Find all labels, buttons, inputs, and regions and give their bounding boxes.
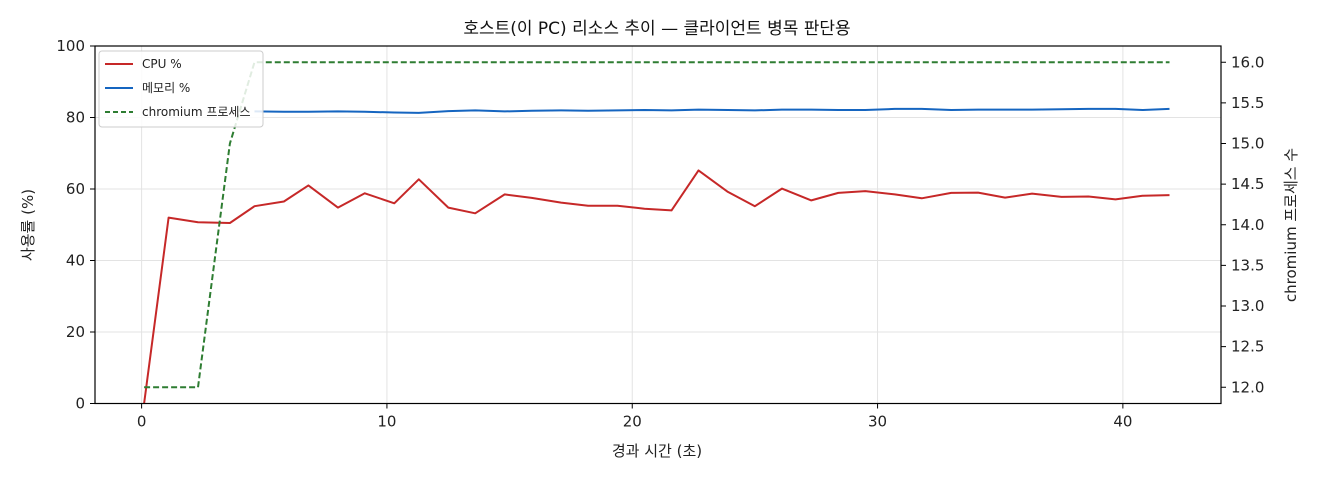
y2-axis-ticks: 12.0 12.5 13.0 13.5 14.0 14.5 15.0 15.5 16.0 [1221, 53, 1264, 396]
legend-label: CPU % [142, 57, 182, 71]
y-tick-label: 80 [66, 109, 85, 127]
y2-tick-label: 15.5 [1231, 94, 1264, 112]
chart-title: 호스트(이 PC) 리소스 추이 — 클라이언트 병목 판단용 [463, 19, 850, 39]
legend: CPU % 메모리 % chromium 프로세스 [98, 50, 264, 128]
y-tick-label: 20 [66, 323, 85, 341]
y2-axis-label: chromium 프로세스 수 [1282, 148, 1300, 302]
plot-frame [94, 45, 1222, 405]
x-axis-label: 경과 시간 (초) [612, 442, 702, 460]
y2-tick-label: 15.0 [1231, 135, 1264, 153]
x-tick-label: 30 [868, 413, 887, 431]
y-tick-label: 60 [66, 180, 85, 198]
x-tick-label: 40 [1113, 413, 1132, 431]
y2-tick-label: 14.5 [1231, 175, 1264, 193]
y2-tick-label: 13.0 [1231, 297, 1264, 315]
y2-tick-label: 12.5 [1231, 338, 1264, 356]
y2-tick-label: 12.0 [1231, 378, 1264, 396]
series-line-1 [254, 107, 1170, 114]
x-tick-label: 10 [377, 413, 396, 431]
legend-box [98, 50, 264, 128]
y-tick-label: 40 [66, 252, 85, 270]
y-tick-label: 0 [75, 395, 85, 413]
legend-label: 메모리 % [142, 81, 190, 95]
y2-tick-label: 13.5 [1231, 256, 1264, 274]
x-tick-label: 20 [623, 413, 642, 431]
y2-tick-label: 16.0 [1231, 53, 1264, 71]
series-layer [143, 61, 1170, 404]
x-axis-ticks: 0 10 20 30 40 [137, 403, 1132, 431]
y-axis-label: 사용률 (%) [19, 189, 37, 261]
y2-tick-label: 14.0 [1231, 216, 1264, 234]
series-line-2 [144, 61, 1170, 389]
y-axis-ticks: 0 20 40 60 80 100 [56, 37, 95, 413]
grid [95, 45, 1221, 404]
series-line-0 [143, 169, 1170, 404]
y-tick-label: 100 [56, 37, 85, 55]
x-tick-label: 0 [137, 413, 147, 431]
legend-label: chromium 프로세스 [142, 105, 251, 119]
